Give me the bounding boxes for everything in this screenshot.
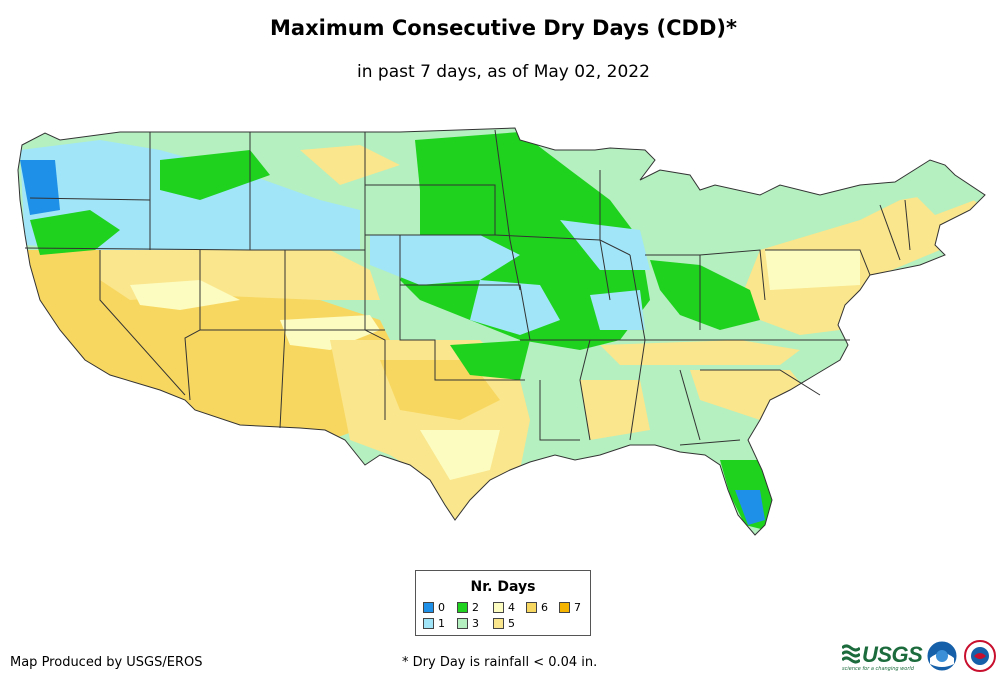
legend-item: 3: [457, 618, 479, 630]
legend-item: 6: [526, 602, 548, 614]
legend-swatch: [457, 602, 468, 613]
legend-swatch: [457, 618, 468, 629]
legend-label: 0: [438, 601, 445, 614]
legend-item: 2: [457, 602, 479, 614]
legend-label: 7: [574, 601, 581, 614]
legend-label: 6: [541, 601, 548, 614]
usgs-logo: USGS: [862, 642, 923, 667]
legend-label: 5: [508, 617, 515, 630]
legend-label: 4: [508, 601, 515, 614]
usgs-wave-icon: [842, 644, 860, 664]
cdd-map: [17, 127, 986, 536]
legend-label: 1: [438, 617, 445, 630]
legend-swatch: [423, 618, 434, 629]
legend-swatch: [526, 602, 537, 613]
legend-item: 1: [423, 618, 445, 630]
legend-label: 3: [472, 617, 479, 630]
legend-label: 2: [472, 601, 479, 614]
agency-logos: USGS science for a changing world: [842, 638, 1002, 678]
legend-item: 7: [559, 602, 581, 614]
usgs-tagline: science for a changing world: [842, 666, 914, 672]
legend-item: 5: [493, 618, 515, 630]
legend-swatch: [493, 602, 504, 613]
map-subtitle: in past 7 days, as of May 02, 2022: [357, 62, 650, 82]
legend-item: 4: [493, 602, 515, 614]
map-credit: Map Produced by USGS/EROS: [10, 655, 203, 670]
map-title: Maximum Consecutive Dry Days (CDD)*: [270, 16, 737, 40]
noaa-logo-icon: [926, 640, 958, 672]
footnote: * Dry Day is rainfall < 0.04 in.: [402, 655, 598, 670]
legend-swatch: [423, 602, 434, 613]
legend-swatch: [559, 602, 570, 613]
legend-swatch: [493, 618, 504, 629]
legend-item: 0: [423, 602, 445, 614]
nws-logo-icon: [964, 640, 996, 672]
legend-title: Nr. Days: [470, 579, 536, 595]
